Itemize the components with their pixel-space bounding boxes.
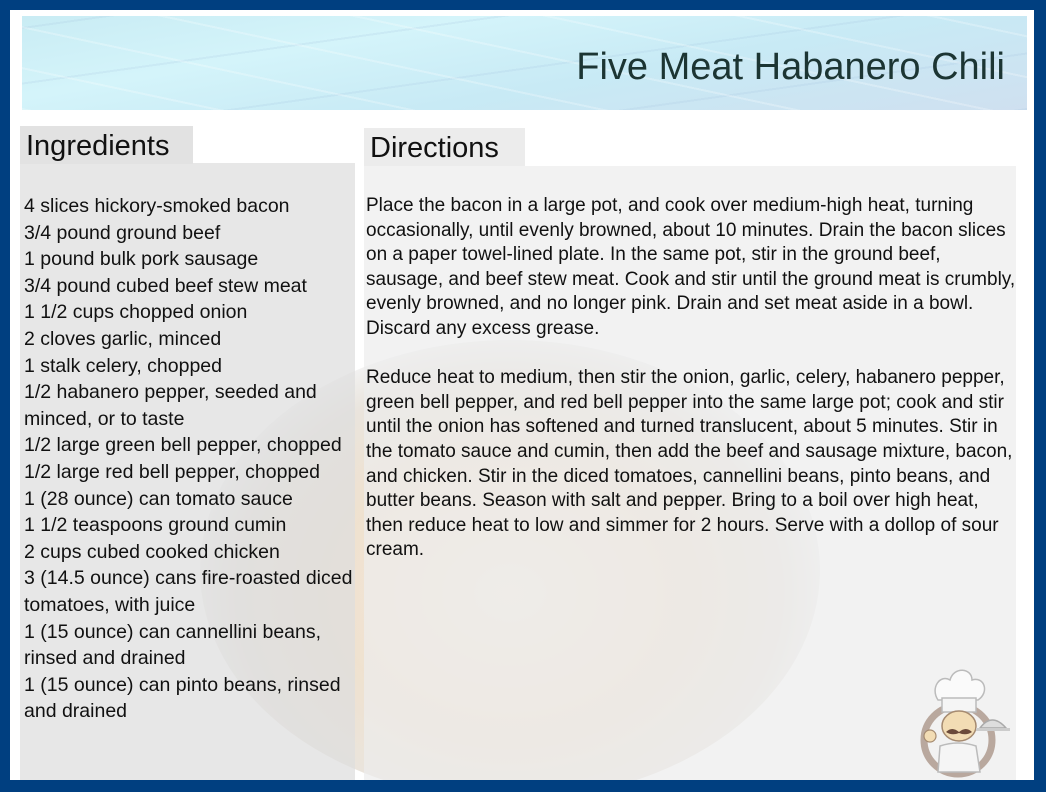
ingredient-item: 1 pound bulk pork sausage [24,248,259,271]
directions-text: Place the bacon in a large pot, and cook… [366,194,1016,588]
ingredient-item: 1 1/2 cups chopped onion [24,301,248,324]
ingredient-item: 4 slices hickory-smoked bacon [24,195,290,217]
ingredient-item: 1 1/2 teaspoons ground cumin [24,514,287,537]
ingredient-item: 1 stalk celery, chopped [24,354,222,377]
header-banner: Five Meat Habanero Chili [22,16,1027,110]
ingredient-item: 3/4 pound ground beef [24,221,221,244]
ingredient-item: 3/4 pound cubed beef stew meat [24,274,307,297]
directions-heading: Directions [364,128,525,166]
recipe-title: Five Meat Habanero Chili [576,46,1005,88]
ingredient-item: 2 cloves garlic, minced [24,327,222,350]
direction-step: Reduce heat to medium, then stir the oni… [366,367,1013,561]
ingredient-item: 1 (15 ounce) can cannellini beans, rinse… [24,620,322,670]
ingredient-item: 1/2 large green bell pepper, chopped [24,434,342,457]
ingredient-item: 1/2 habanero pepper, seeded and minced, … [24,381,317,430]
recipe-card: Five Meat Habanero Chili Ingredients 4 s… [10,10,1034,780]
ingredient-item: 1 (15 ounce) can pinto beans, rinsed and… [24,673,341,723]
ingredient-item: 1 (28 ounce) can tomato sauce [24,487,293,510]
ingredients-heading: Ingredients [20,126,193,164]
ingredients-list: 4 slices hickory-smoked bacon 3/4 pound … [24,193,354,725]
ingredient-item: 2 cups cubed cooked chicken [24,540,280,563]
ingredients-panel [20,163,355,780]
ingredient-item: 3 (14.5 ounce) cans fire-roasted diced t… [24,567,353,616]
direction-step: Place the bacon in a large pot, and cook… [366,195,1016,339]
directions-panel [364,166,1016,780]
ingredient-item: 1/2 large red bell pepper, chopped [24,460,320,483]
chef-icon [920,669,1010,778]
